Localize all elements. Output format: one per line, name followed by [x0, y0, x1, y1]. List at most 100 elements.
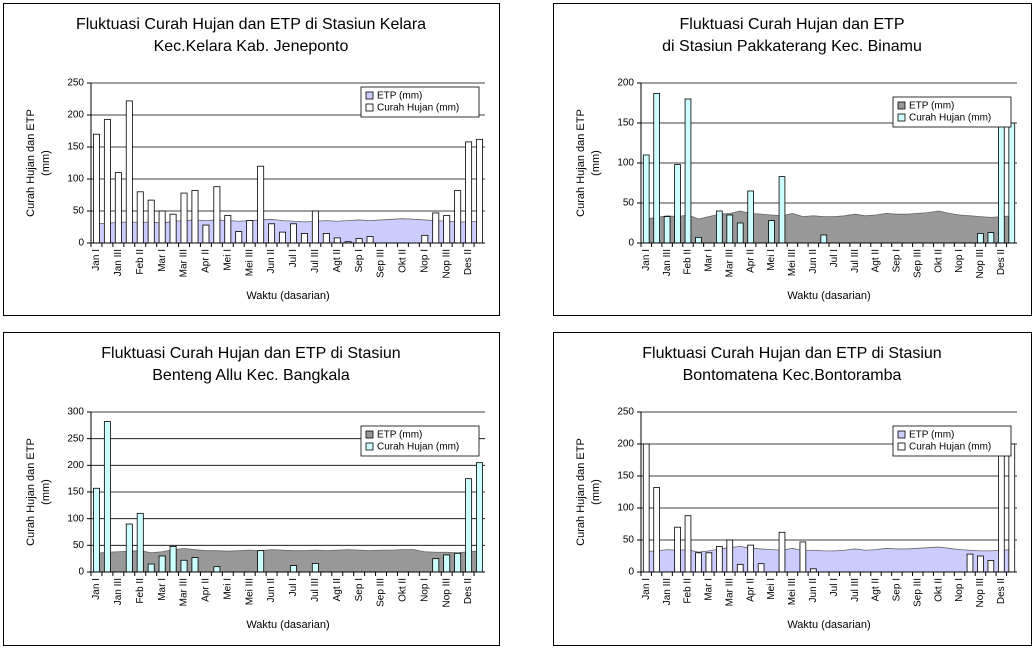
x-tick-label: Jul I — [288, 578, 299, 596]
y-axis-label: Curah Hujan dan ETP — [575, 438, 587, 546]
rain-bar — [454, 190, 462, 244]
chart-title: Benteng Allu Kec. Bangkala — [152, 367, 350, 384]
rain-bar — [998, 110, 1005, 244]
x-tick-label: Mar III — [724, 578, 735, 606]
y-tick-label: 250 — [67, 78, 84, 89]
rain-bar — [311, 563, 319, 573]
y-tick-label: 250 — [67, 433, 84, 444]
x-tick-label: Apr II — [745, 578, 756, 602]
legend-swatch — [897, 101, 906, 110]
y-tick-label: 50 — [73, 540, 85, 551]
legend-swatch — [897, 442, 906, 451]
legend-swatch — [897, 430, 906, 439]
x-tick-label: Jan I — [91, 249, 102, 271]
rain-bar — [169, 213, 177, 244]
rain-bar — [191, 557, 199, 573]
rain-bar — [125, 523, 133, 573]
x-tick-label: Agt II — [871, 249, 882, 272]
chart-title: Fluktuasi Curah Hujan dan ETP di Stasiun — [101, 345, 400, 362]
rain-bar — [355, 238, 363, 244]
chart-title: Fluktuasi Curah Hujan dan ETP — [680, 16, 905, 33]
x-tick-label: Jun II — [808, 578, 819, 602]
y-tick-label: 100 — [67, 513, 84, 524]
x-tick-label: Mar III — [179, 249, 190, 277]
rain-bar — [726, 539, 734, 573]
rain-bar — [778, 176, 786, 244]
y-tick-label: 200 — [617, 78, 634, 89]
x-tick-label: Agt II — [871, 578, 882, 601]
legend-label: Curah Hujan (mm) — [909, 113, 991, 124]
rain-bar — [290, 565, 297, 573]
rain-bar — [476, 462, 483, 573]
x-tick-label: Agt II — [332, 578, 343, 601]
x-tick-label: Mei I — [766, 578, 777, 600]
rain-bar — [653, 487, 660, 573]
y-tick-label: 150 — [617, 118, 634, 129]
x-tick-label: Apr II — [201, 578, 212, 602]
y-axis-label: (mm) — [40, 479, 52, 505]
x-tick-label: Jul III — [850, 578, 861, 602]
rain-bar — [114, 172, 122, 244]
x-tick-label: Jul I — [288, 249, 299, 267]
y-tick-label: 200 — [67, 110, 84, 121]
panel-border — [553, 332, 1032, 646]
y-tick-label: 50 — [623, 535, 635, 546]
rain-bar — [290, 223, 297, 244]
rain-bar — [224, 215, 232, 244]
rain-bar — [768, 220, 775, 244]
x-tick-label: Des II — [463, 249, 474, 275]
rain-bar — [213, 566, 221, 573]
rain-bar — [235, 231, 243, 244]
x-tick-label: Mei III — [244, 578, 255, 605]
legend-swatch — [365, 91, 374, 100]
rain-bar — [202, 224, 210, 244]
rain-bar — [726, 214, 734, 244]
legend-box — [360, 425, 480, 457]
rain-bar — [799, 541, 807, 573]
x-tick-label: Okt II — [933, 249, 944, 273]
rain-bar — [977, 232, 984, 244]
x-tick-label: Nop III — [975, 249, 986, 278]
y-tick-label: 0 — [78, 238, 84, 249]
x-tick-label: Jun II — [266, 578, 277, 602]
rain-bar — [747, 544, 754, 573]
chart-title: di Stasiun Pakkaterang Kec. Binamu — [662, 38, 922, 55]
x-tick-label: Sep I — [892, 578, 903, 601]
rain-bar — [705, 552, 713, 573]
x-tick-label: Nop I — [419, 578, 430, 602]
rain-bar — [736, 222, 744, 244]
x-tick-label: Jun II — [808, 249, 819, 273]
rain-bar — [1008, 122, 1016, 244]
rain-bar — [213, 186, 221, 244]
y-tick-label: 250 — [617, 407, 634, 418]
x-tick-label: Agt II — [332, 249, 343, 272]
x-tick-label: Jan I — [91, 578, 102, 600]
rain-bar — [987, 232, 995, 244]
legend-box — [892, 96, 1012, 128]
rain-bar — [257, 550, 265, 573]
x-tick-label: Feb II — [683, 578, 694, 604]
rain-bar — [674, 526, 681, 573]
y-tick-label: 150 — [67, 487, 84, 498]
rain-bar — [246, 220, 254, 244]
x-tick-label: Jul III — [310, 249, 321, 273]
y-tick-label: 100 — [617, 158, 634, 169]
x-tick-label: Apr II — [745, 249, 756, 273]
x-tick-label: Jan I — [641, 249, 652, 271]
chart-panel: Fluktuasi Curah Hujan dan ETP di Stasiun … — [553, 3, 1032, 316]
x-tick-label: Jun II — [266, 249, 277, 273]
panel-border — [3, 332, 500, 646]
rain-bar — [653, 93, 660, 244]
x-tick-label: Nop I — [954, 249, 965, 273]
x-tick-label: Mei III — [787, 249, 798, 276]
x-tick-label: Mar III — [179, 578, 190, 606]
chart-panel: Fluktuasi Curah Hujan dan ETP di Stasiun… — [553, 332, 1032, 646]
chart-title: Kec.Kelara Kab. Jeneponto — [154, 38, 349, 55]
x-tick-label: Des II — [463, 578, 474, 604]
rain-bar — [998, 455, 1005, 573]
x-tick-label: Okt II — [398, 578, 409, 602]
x-tick-label: Des II — [996, 578, 1007, 604]
y-tick-label: 100 — [617, 503, 634, 514]
rain-bar — [180, 559, 188, 573]
x-tick-label: Jul III — [310, 578, 321, 602]
